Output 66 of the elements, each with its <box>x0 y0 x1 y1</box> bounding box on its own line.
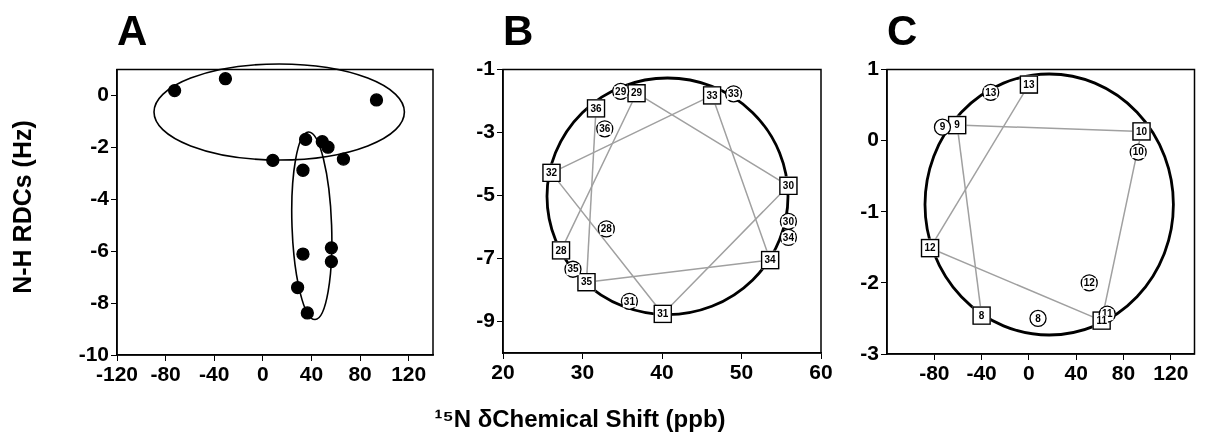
annotation: 32 <box>545 167 558 179</box>
annotation: 10 <box>1132 146 1145 158</box>
y-tick-label: -5 <box>476 182 496 206</box>
y-tick-label: -1 <box>860 198 880 222</box>
y-tick-label: 0 <box>867 127 879 151</box>
annotation: 33 <box>727 88 740 100</box>
y-tick-label: -10 <box>78 341 109 365</box>
annotation: 9 <box>954 119 961 131</box>
y-tick-label: 0 <box>97 82 109 106</box>
x-tick-label: 0 <box>257 362 269 386</box>
x-tick-label: -120 <box>95 362 139 386</box>
y-tick-label: -3 <box>860 340 879 364</box>
x-tick-label: -80 <box>150 362 181 386</box>
annotation: 36 <box>590 102 603 114</box>
annotation: 31 <box>623 295 636 307</box>
y-tick-label: -2 <box>860 269 879 293</box>
annotation: 34 <box>764 254 777 266</box>
annotation: 12 <box>1083 277 1096 289</box>
y-tick-label: -9 <box>476 308 495 332</box>
annotation: 35 <box>567 263 579 275</box>
annotation: 13 <box>985 86 997 98</box>
annotation: 36 <box>599 123 611 135</box>
annotation: 9 <box>939 121 946 133</box>
x-tick-label: 40 <box>650 360 674 384</box>
x-tick-label: 120 <box>391 362 427 386</box>
annotation: 8 <box>978 309 985 321</box>
y-tick-label: -3 <box>476 119 495 143</box>
annotation: 31 <box>657 308 669 320</box>
annotation: 30 <box>782 215 795 227</box>
x-tick-label: 50 <box>729 360 754 384</box>
chart-title: C <box>887 7 918 54</box>
annotation: 8 <box>1035 312 1042 324</box>
x-axis-title: ¹⁵N δChemical Shift (ppb) <box>434 405 726 433</box>
annotation: 29 <box>631 87 643 99</box>
x-tick-label: 30 <box>570 360 595 384</box>
y-tick-label: -8 <box>90 289 110 313</box>
annotation: 29 <box>615 85 627 97</box>
x-tick-label: -80 <box>919 361 950 385</box>
x-tick-label: 20 <box>491 360 515 384</box>
x-tick-label: 0 <box>1023 361 1035 385</box>
annotation: 12 <box>924 242 937 254</box>
y-tick-label: -7 <box>476 245 495 269</box>
annotation: 33 <box>706 89 719 101</box>
annotation: 30 <box>782 180 795 192</box>
annotation: 10 <box>1135 125 1148 137</box>
annotation: 28 <box>600 223 613 235</box>
y-tick-label: -4 <box>90 186 110 210</box>
chart-title: B <box>503 7 534 54</box>
annotation: 35 <box>580 276 593 288</box>
x-tick-label: 120 <box>1153 361 1189 385</box>
y-axis-title: N-H RDCs (Hz) <box>7 120 37 294</box>
annotation: 28 <box>555 244 568 256</box>
annotation: 34 <box>782 231 795 243</box>
chart-title: A <box>117 7 148 54</box>
x-tick-label: 60 <box>809 360 833 384</box>
y-tick-label: -1 <box>476 56 496 80</box>
x-tick-label: 40 <box>1064 361 1088 385</box>
x-tick-label: -40 <box>966 361 997 385</box>
x-tick-label: 80 <box>1111 361 1136 385</box>
annotation: 13 <box>1023 78 1035 90</box>
y-tick-label: -2 <box>90 134 109 158</box>
x-tick-label: 80 <box>348 362 372 386</box>
y-tick-label: -6 <box>90 238 109 262</box>
y-tick-label: 1 <box>867 56 880 80</box>
x-tick-label: -40 <box>199 362 230 386</box>
x-tick-label: 40 <box>299 362 324 386</box>
